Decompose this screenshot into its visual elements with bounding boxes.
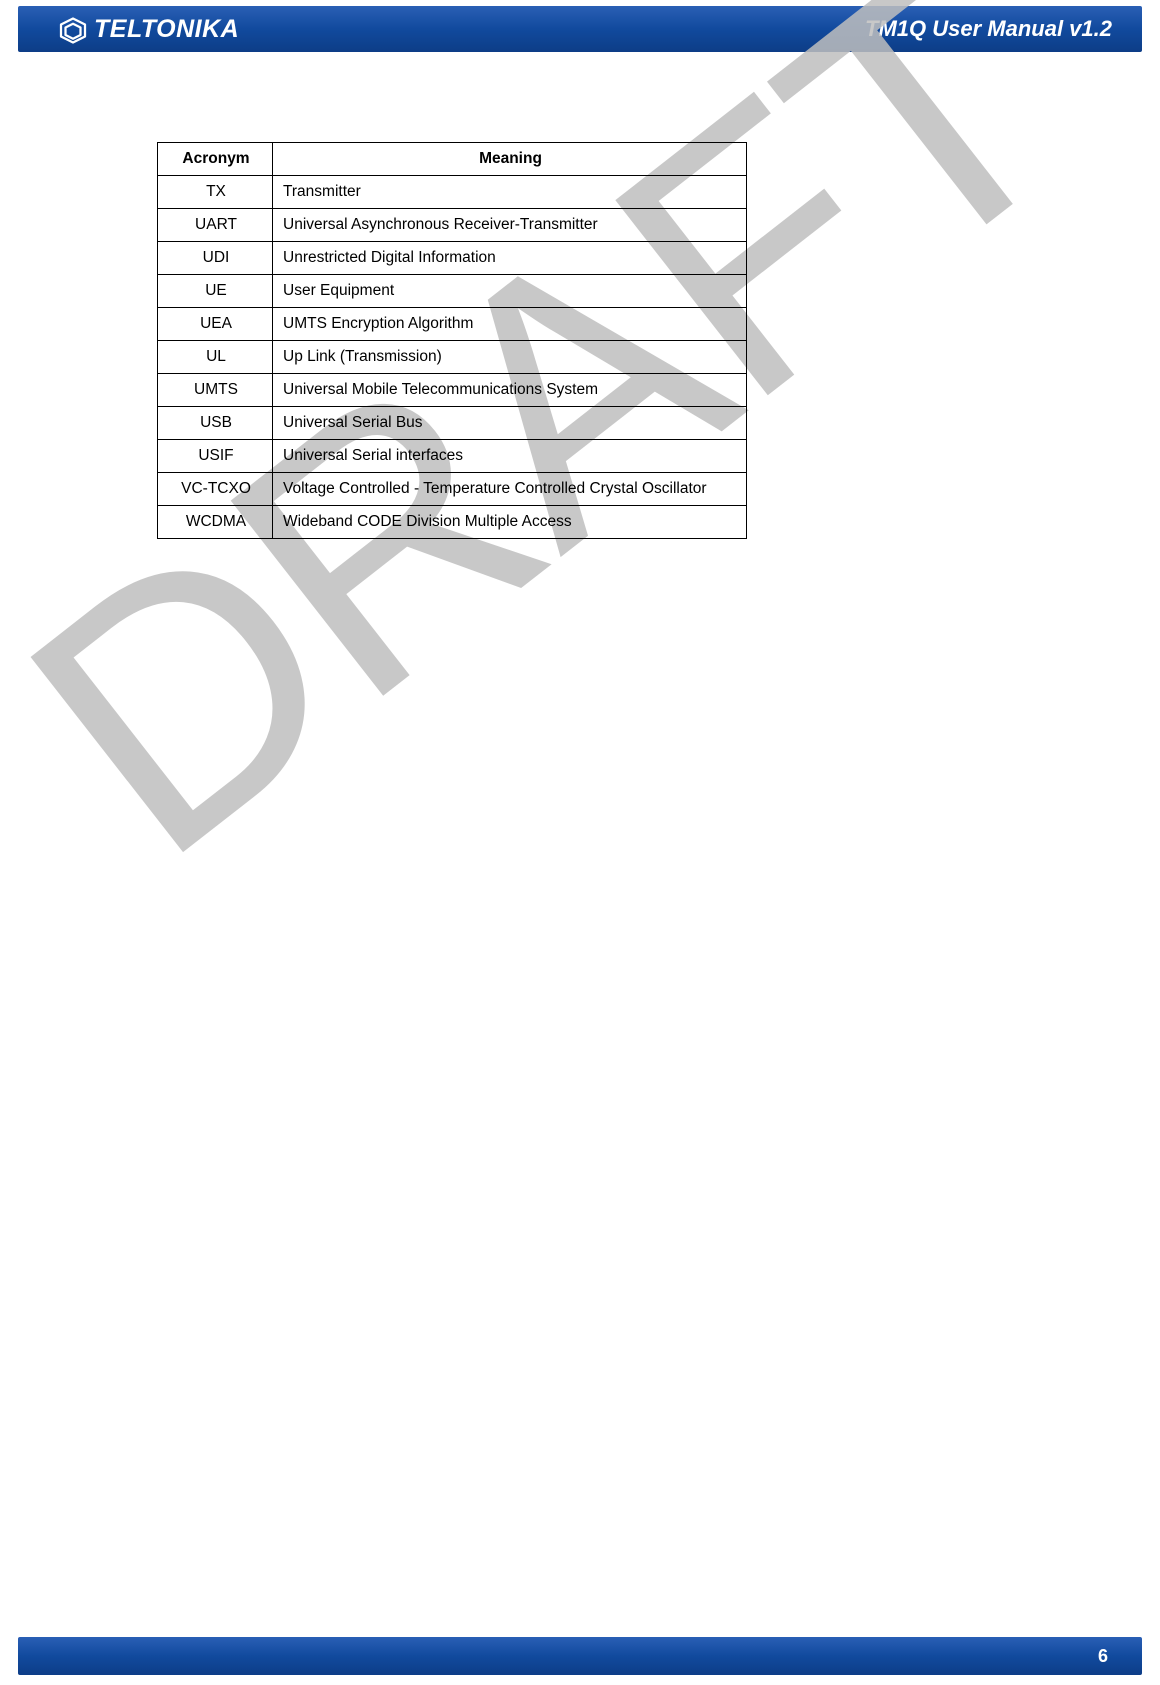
brand-name: TELTONIKA	[94, 15, 239, 44]
cell-acronym: UL	[158, 341, 273, 374]
table-row: VC-TCXOVoltage Controlled - Temperature …	[158, 473, 747, 506]
table-row: UEUser Equipment	[158, 275, 747, 308]
table-row: TXTransmitter	[158, 176, 747, 209]
page-footer: 6	[18, 1637, 1142, 1675]
cell-acronym: UART	[158, 209, 273, 242]
table-row: USBUniversal Serial Bus	[158, 407, 747, 440]
cell-acronym: UMTS	[158, 374, 273, 407]
cell-meaning: Unrestricted Digital Information	[273, 242, 747, 275]
cell-acronym: USIF	[158, 440, 273, 473]
document-title: TM1Q User Manual v1.2	[865, 16, 1112, 42]
table-row: UDIUnrestricted Digital Information	[158, 242, 747, 275]
page-header: TELTONIKA TM1Q User Manual v1.2	[18, 6, 1142, 52]
page-number: 6	[1098, 1646, 1108, 1667]
cell-meaning: User Equipment	[273, 275, 747, 308]
cell-meaning: Universal Mobile Telecommunications Syst…	[273, 374, 747, 407]
page-body: DRAFT Acronym Meaning TXTransmitter UART…	[0, 52, 1160, 539]
cell-acronym: USB	[158, 407, 273, 440]
cell-meaning: Universal Serial interfaces	[273, 440, 747, 473]
cell-acronym: UEA	[158, 308, 273, 341]
cell-acronym: TX	[158, 176, 273, 209]
col-header-meaning: Meaning	[273, 143, 747, 176]
table-row: WCDMAWideband CODE Division Multiple Acc…	[158, 506, 747, 539]
cell-acronym: UDI	[158, 242, 273, 275]
cell-acronym: WCDMA	[158, 506, 273, 539]
cell-meaning: Universal Asynchronous Receiver-Transmit…	[273, 209, 747, 242]
cell-meaning: Up Link (Transmission)	[273, 341, 747, 374]
table-row: UARTUniversal Asynchronous Receiver-Tran…	[158, 209, 747, 242]
acronym-table: Acronym Meaning TXTransmitter UARTUniver…	[157, 142, 747, 539]
cell-meaning: Voltage Controlled - Temperature Control…	[273, 473, 747, 506]
table-row: UMTSUniversal Mobile Telecommunications …	[158, 374, 747, 407]
cell-meaning: Universal Serial Bus	[273, 407, 747, 440]
cell-meaning: UMTS Encryption Algorithm	[273, 308, 747, 341]
brand-logo: TELTONIKA	[58, 14, 239, 44]
teltonika-mark-icon	[58, 14, 88, 44]
col-header-acronym: Acronym	[158, 143, 273, 176]
table-row: UEAUMTS Encryption Algorithm	[158, 308, 747, 341]
table-body: TXTransmitter UARTUniversal Asynchronous…	[158, 176, 747, 539]
cell-meaning: Wideband CODE Division Multiple Access	[273, 506, 747, 539]
acronym-table-container: Acronym Meaning TXTransmitter UARTUniver…	[157, 142, 747, 539]
table-row: USIFUniversal Serial interfaces	[158, 440, 747, 473]
cell-acronym: VC-TCXO	[158, 473, 273, 506]
table-row: ULUp Link (Transmission)	[158, 341, 747, 374]
table-header-row: Acronym Meaning	[158, 143, 747, 176]
cell-meaning: Transmitter	[273, 176, 747, 209]
cell-acronym: UE	[158, 275, 273, 308]
